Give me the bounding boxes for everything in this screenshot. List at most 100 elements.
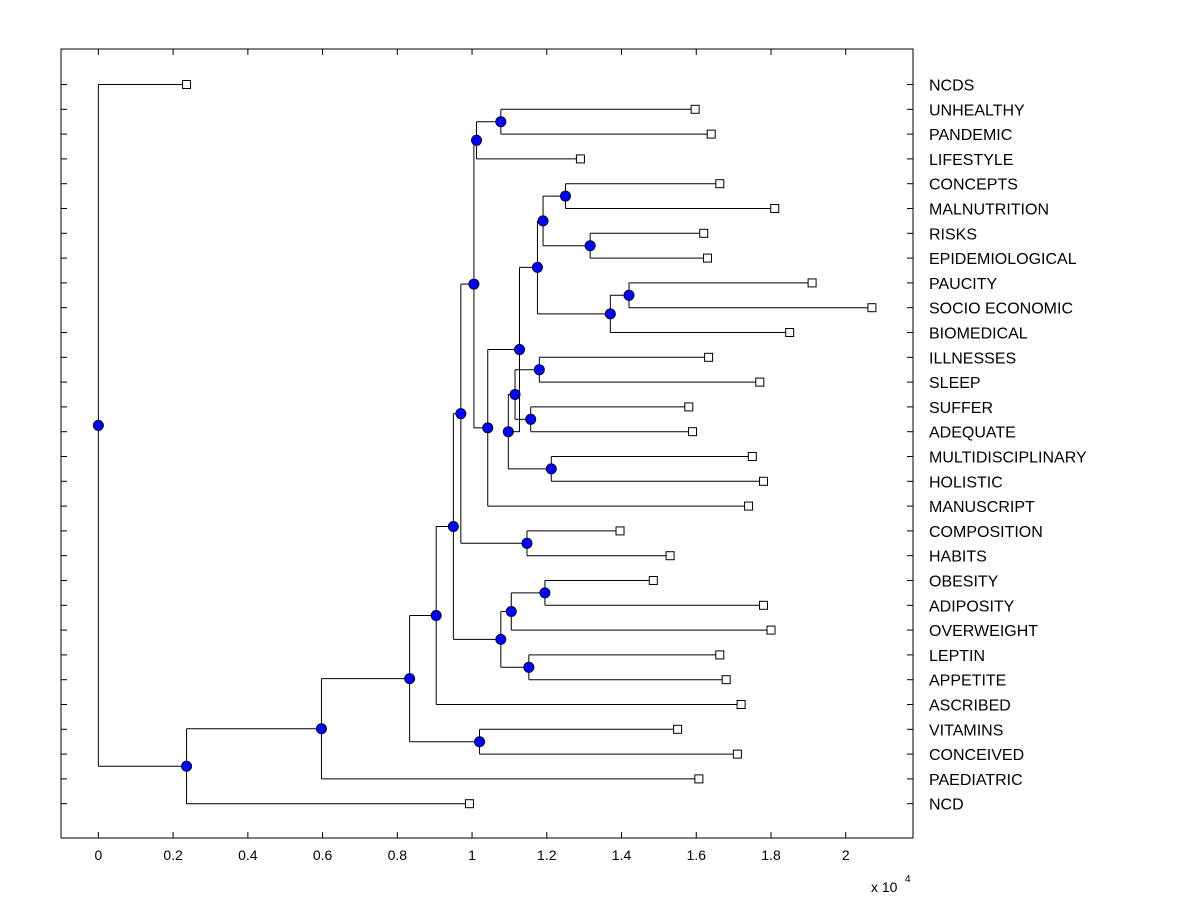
leaf-marker — [464, 799, 474, 809]
merge-node — [471, 134, 483, 146]
leaf-label: RISKS — [929, 226, 977, 243]
merge-node — [533, 364, 545, 376]
leaf-marker — [747, 452, 757, 461]
leaf-marker — [867, 303, 877, 313]
leaf-labels: NCDS UNHEALTHY PANDEMIC LIFESTYLE CONCEPTS MA… — [929, 78, 1087, 814]
leaf-label: ILLNESSES — [929, 350, 1016, 367]
leaf-marker — [704, 352, 714, 362]
leaf-marker — [766, 625, 776, 635]
x-tick-label: 2 — [842, 847, 850, 863]
x-tick-label: 0.4 — [238, 847, 258, 863]
leaf-label: APPETITE — [929, 673, 1006, 690]
leaf-marker — [785, 328, 795, 337]
leaf-marker — [715, 179, 725, 189]
leaf-label: MULTIDISCIPLINARY — [929, 450, 1087, 467]
leaf-label: LIFESTYLE — [929, 152, 1013, 169]
merge-nodes — [92, 116, 635, 772]
x-scale-exponent: 4 — [905, 874, 911, 885]
leaf-label: COMPOSITION — [929, 524, 1043, 541]
x-scale-label: x 10 — [871, 879, 898, 895]
leaf-label: MANUSCRIPT — [929, 499, 1035, 516]
plot-area-frame — [60, 48, 914, 839]
leaf-marker — [759, 476, 769, 486]
merge-node — [447, 521, 459, 533]
leaf-label: PAUCITY — [929, 276, 997, 293]
leaf-label: UNHEALTHY — [929, 102, 1025, 119]
x-tick-label: 0.6 — [313, 847, 333, 863]
leaf-label: EPIDEMIOLOGICAL — [929, 251, 1077, 268]
merge-node — [537, 215, 549, 227]
leaf-marker — [732, 749, 742, 759]
merge-node — [474, 736, 486, 748]
merge-node — [559, 190, 571, 202]
leaf-marker — [759, 600, 769, 610]
merge-node — [468, 278, 480, 290]
merge-node — [505, 606, 517, 617]
leaf-marker — [702, 253, 712, 263]
merge-node — [482, 422, 494, 434]
leaf-marker — [706, 129, 716, 139]
leaf-marker — [755, 377, 765, 387]
leaf-label: SOCIO ECONOMIC — [929, 301, 1073, 318]
leaf-marker — [807, 278, 817, 288]
merge-node — [539, 587, 551, 599]
leaf-marker — [721, 675, 731, 685]
merge-node — [523, 661, 535, 673]
leaf-label: CONCEIVED — [929, 747, 1024, 764]
leaf-label: HABITS — [929, 549, 987, 566]
leaf-label: VITAMINS — [929, 722, 1003, 739]
leaf-marker — [688, 427, 698, 437]
leaf-label: ASCRIBED — [929, 698, 1011, 715]
leaf-label: OBESITY — [929, 574, 999, 591]
merge-node — [509, 389, 521, 400]
leaf-marker — [665, 551, 675, 561]
merge-node — [430, 610, 442, 622]
leaf-label: SLEEP — [929, 375, 981, 392]
leaf-marker — [699, 228, 709, 238]
leaf-marker — [744, 501, 754, 511]
leaf-label: NCDS — [929, 78, 974, 95]
leaf-label: NCD — [929, 797, 964, 814]
x-tick-label: 0.8 — [388, 847, 408, 863]
leaf-label: PAEDIATRIC — [929, 772, 1023, 789]
leaf-marker — [615, 526, 625, 536]
x-tick-label: 1.4 — [612, 847, 632, 863]
merge-node — [495, 633, 507, 645]
leaf-markers — [182, 80, 877, 809]
x-axis-ticks: 0 0.2 0.4 0.6 0.8 1 1.2 1.4 1.6 1.8 2 — [94, 49, 850, 863]
merge-node — [584, 240, 596, 252]
merge-node — [604, 308, 616, 320]
merge-node — [545, 463, 557, 475]
leaf-marker — [694, 774, 704, 784]
leaf-marker — [673, 724, 683, 734]
leaf-label: SUFFER — [929, 400, 993, 417]
x-tick-label: 1.2 — [537, 847, 557, 863]
merge-node — [623, 289, 635, 301]
leaf-marker — [770, 204, 780, 213]
leaf-marker — [684, 402, 694, 412]
merge-node — [531, 261, 543, 273]
leaf-label: BIOMEDICAL — [929, 326, 1028, 343]
merge-node — [455, 408, 467, 420]
leaf-marker — [736, 700, 746, 709]
leaf-label: OVERWEIGHT — [929, 623, 1038, 640]
leaf-label: LEPTIN — [929, 648, 985, 665]
merge-node — [404, 673, 416, 685]
x-tick-label: 1 — [468, 847, 476, 863]
merge-node — [525, 413, 537, 425]
leaf-label: ADIPOSITY — [929, 598, 1015, 615]
x-tick-label: 0 — [94, 847, 102, 863]
leaf-marker — [715, 650, 725, 660]
leaf-label: MALNUTRITION — [929, 202, 1049, 219]
leaf-label: PANDEMIC — [929, 127, 1012, 144]
leaf-marker — [182, 80, 192, 89]
merge-node — [495, 116, 507, 128]
merge-node — [521, 537, 533, 549]
merge-node — [514, 344, 526, 356]
merge-node — [181, 760, 193, 772]
leaf-marker — [648, 576, 658, 585]
x-tick-label: 1.8 — [761, 847, 781, 863]
leaf-label: CONCEPTS — [929, 177, 1018, 194]
leaf-marker — [575, 154, 585, 164]
